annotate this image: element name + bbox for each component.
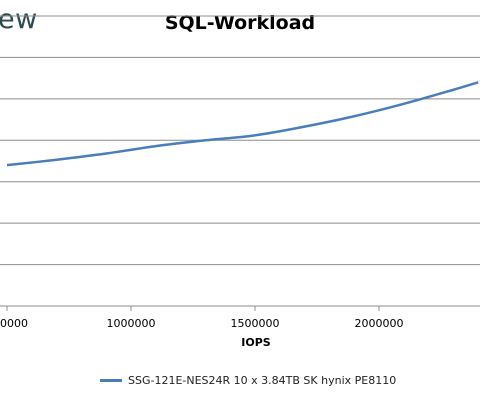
legend-label: SSG-121E-NES24R 10 x 3.84TB SK hynix PE8… xyxy=(128,373,397,387)
brand-logo-fragment: ew xyxy=(0,4,38,35)
chart-title: SQL-Workload xyxy=(164,12,316,34)
legend-swatch xyxy=(100,378,122,382)
x-tick-label: 1000000 xyxy=(107,317,156,330)
x-tick-label: 2000000 xyxy=(355,317,404,330)
x-axis-label: IOPS xyxy=(241,336,271,349)
legend: SSG-121E-NES24R 10 x 3.84TB SK hynix PE8… xyxy=(100,373,396,387)
x-tick-label: 500000 xyxy=(0,317,28,330)
x-tick-label: 1500000 xyxy=(231,317,280,330)
series-line xyxy=(6,81,479,167)
